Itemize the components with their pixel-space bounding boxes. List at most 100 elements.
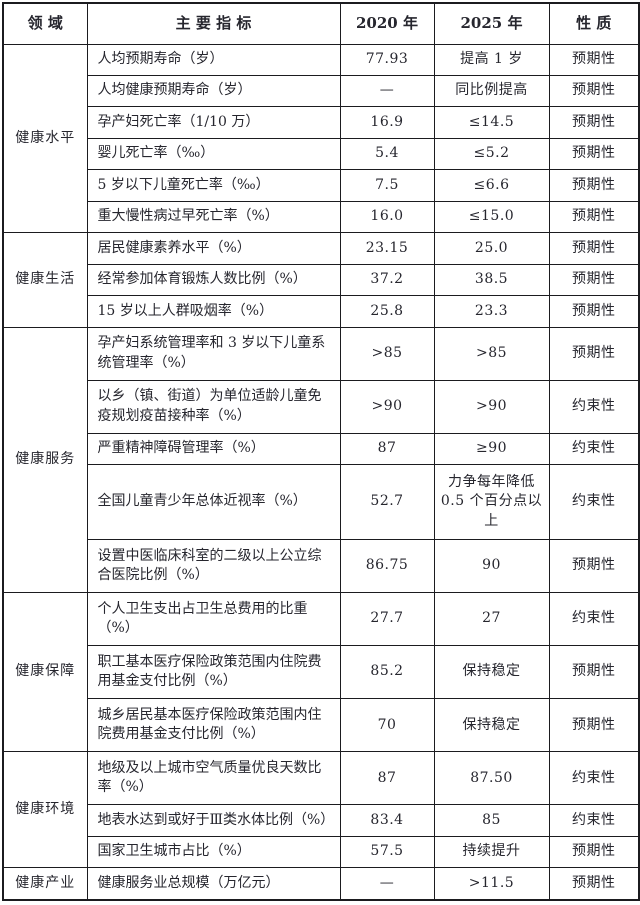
nature-cell: 预期性 — [548, 106, 640, 139]
header-row: 领 域 主 要 指 标 2020 年 2025 年 性 质 — [2, 2, 640, 45]
value-2025-cell: ≤6.6 — [433, 169, 550, 202]
table-row: 设置中医临床科室的二级以上公立综合医院比例（%） 86.75 90 预期性 — [3, 539, 640, 594]
nature-cell: 预期性 — [548, 74, 640, 108]
indicator-cell: 严重精神障碍管理率（%） — [86, 432, 341, 466]
value-2025-cell: 85 — [433, 804, 550, 837]
table-row: 健康产业 健康服务业总规模（万亿元） — >11.5 预期性 — [2, 867, 640, 901]
value-2025-cell: ≤5.2 — [433, 137, 550, 171]
nature-cell: 约束性 — [548, 751, 640, 806]
indicator-cell: 健康服务业总规模（万亿元） — [86, 867, 341, 901]
table-row: 健康生活 居民健康素养水平（%） 23.15 25.0 预期性 — [2, 232, 640, 328]
value-2020-cell: 83.4 — [339, 804, 435, 837]
col-header-nature: 性 质 — [548, 2, 640, 45]
indicator-cell: 人均健康预期寿命（岁） — [86, 74, 341, 108]
table-row: 5 岁以下儿童死亡率（‰） 7.5 ≤6.6 预期性 — [3, 169, 640, 202]
table-row: 全国儿童青少年总体近视率（%） 52.7 力争每年降低 0.5 个百分点以上 约束性 — [3, 464, 640, 541]
table-row: 职工基本医疗保险政策范围内住院费用基金支付比例（%） 85.2 保持稳定 预期性 — [3, 645, 640, 700]
nature-cell: 约束性 — [548, 464, 640, 541]
table-row: 婴儿死亡率（‰） 5.4 ≤5.2 预期性 — [3, 137, 640, 171]
table-row: 健康保障 个人卫生支出占卫生总费用的比重（%） 27.7 27 约束性 — [2, 592, 640, 753]
indicator-cell: 以乡（镇、街道）为单位适龄儿童免疫规划疫苗接种率（%） — [86, 379, 341, 434]
nature-cell: 约束性 — [548, 592, 640, 647]
indicator-cell: 孕产妇系统管理率和 3 岁以下儿童系统管理率（%） — [86, 326, 341, 381]
table-row: 城乡居民基本医疗保险政策范围内住院费用基金支付比例（%） 70 保持稳定 预期性 — [3, 698, 640, 753]
indicator-cell: 15 岁以上人群吸烟率（%） — [86, 295, 341, 328]
value-2020-cell: >85 — [339, 326, 435, 381]
value-2020-cell: 23.15 — [339, 232, 435, 265]
value-2025-cell: ≥90 — [433, 432, 550, 466]
value-2020-cell: 52.7 — [339, 464, 435, 541]
nature-cell: 预期性 — [548, 43, 640, 76]
table-row: 严重精神障碍管理率（%） 87 ≥90 约束性 — [3, 432, 640, 466]
nature-cell: 约束性 — [548, 379, 640, 434]
indicator-cell: 全国儿童青少年总体近视率（%） — [86, 464, 341, 541]
domain-cell: 健康生活 — [2, 232, 88, 328]
indicator-cell: 婴儿死亡率（‰） — [86, 137, 341, 171]
domain-cell: 健康环境 — [2, 751, 88, 869]
value-2020-cell: 7.5 — [339, 169, 435, 202]
indicator-cell: 经常参加体育锻炼人数比例（%） — [86, 263, 341, 297]
domain-cell: 健康保障 — [2, 592, 88, 753]
nature-cell: 约束性 — [548, 432, 640, 466]
value-2020-cell: 27.7 — [339, 592, 435, 647]
value-2025-cell: 力争每年降低 0.5 个百分点以上 — [433, 464, 550, 541]
nature-cell: 预期性 — [548, 263, 640, 297]
value-2025-cell: >90 — [433, 379, 550, 434]
col-header-indicator: 主 要 指 标 — [86, 2, 341, 45]
value-2020-cell: 70 — [339, 698, 435, 753]
table-row: 以乡（镇、街道）为单位适龄儿童免疫规划疫苗接种率（%） >90 >90 约束性 — [3, 379, 640, 434]
table-row: 经常参加体育锻炼人数比例（%） 37.2 38.5 预期性 — [3, 263, 640, 297]
value-2020-cell: 25.8 — [339, 295, 435, 328]
nature-cell: 预期性 — [548, 867, 640, 901]
table-row: 健康服务 孕产妇系统管理率和 3 岁以下儿童系统管理率（%） >85 >85 预期性 — [2, 326, 640, 594]
indicator-cell: 人均预期寿命（岁） — [86, 43, 341, 76]
value-2020-cell: >90 — [339, 379, 435, 434]
indicator-cell: 设置中医临床科室的二级以上公立综合医院比例（%） — [86, 539, 341, 594]
table-header: 领 域 主 要 指 标 2020 年 2025 年 性 质 — [2, 2, 640, 45]
value-2025-cell: 27 — [433, 592, 550, 647]
value-2025-cell: 保持稳定 — [433, 698, 550, 753]
value-2025-cell: 87.50 — [433, 751, 550, 806]
value-2020-cell: 16.0 — [339, 200, 435, 234]
indicator-cell: 5 岁以下儿童死亡率（‰） — [86, 169, 341, 202]
value-2025-cell: 提高 1 岁 — [433, 43, 550, 76]
domain-cell: 健康服务 — [2, 326, 88, 594]
value-2020-cell: 57.5 — [339, 835, 435, 869]
indicator-cell: 职工基本医疗保险政策范围内住院费用基金支付比例（%） — [86, 645, 341, 700]
nature-cell: 预期性 — [548, 326, 640, 381]
value-2020-cell: 87 — [339, 751, 435, 806]
indicator-cell: 地级及以上城市空气质量优良天数比率（%） — [86, 751, 341, 806]
table-row: 人均健康预期寿命（岁） — 同比例提高 预期性 — [3, 74, 640, 108]
value-2025-cell: ≤14.5 — [433, 106, 550, 139]
value-2025-cell: 保持稳定 — [433, 645, 550, 700]
table-row: 地表水达到或好于Ⅲ类水体比例（%） 83.4 85 约束性 — [3, 804, 640, 837]
table-row: 健康水平 人均预期寿命（岁） 77.93 提高 1 岁预期性 — [2, 43, 640, 234]
nature-cell: 预期性 — [548, 698, 640, 753]
indicator-cell: 地表水达到或好于Ⅲ类水体比例（%） — [86, 804, 341, 837]
indicator-cell: 城乡居民基本医疗保险政策范围内住院费用基金支付比例（%） — [86, 698, 341, 753]
value-2020-cell: 86.75 — [339, 539, 435, 594]
value-2020-cell: 37.2 — [339, 263, 435, 297]
value-2025-cell: >85 — [433, 326, 550, 381]
value-2020-cell: 16.9 — [339, 106, 435, 139]
nature-cell: 预期性 — [548, 295, 640, 328]
indicator-cell: 个人卫生支出占卫生总费用的比重（%） — [86, 592, 341, 647]
value-2025-cell: ≤15.0 — [433, 200, 550, 234]
domain-cell: 健康水平 — [2, 43, 88, 234]
indicator-cell: 国家卫生城市占比（%） — [86, 835, 341, 869]
value-2025-cell: 持续提升 — [433, 835, 550, 869]
col-header-2020: 2020 年 — [339, 2, 435, 45]
indicator-table-body: 健康水平 人均预期寿命（岁） 77.93 提高 1 岁预期性 人均健康预期寿命（岁） — 同… — [2, 43, 640, 901]
nature-cell: 预期性 — [548, 137, 640, 171]
nature-cell: 预期性 — [548, 232, 640, 265]
table-row: 重大慢性病过早死亡率（%） 16.0 ≤15.0 预期性 — [3, 200, 640, 234]
value-2025-cell: 38.5 — [433, 263, 550, 297]
indicator-cell: 重大慢性病过早死亡率（%） — [86, 200, 341, 234]
table-row: 国家卫生城市占比（%） 57.5 持续提升 预期性 — [3, 835, 640, 869]
value-2025-cell: 23.3 — [433, 295, 550, 328]
value-2025-cell: 90 — [433, 539, 550, 594]
indicator-cell: 居民健康素养水平（%） — [86, 232, 341, 265]
value-2025-cell: 同比例提高 — [433, 74, 550, 108]
value-2020-cell: — — [339, 74, 435, 108]
col-header-domain: 领 域 — [2, 2, 88, 45]
